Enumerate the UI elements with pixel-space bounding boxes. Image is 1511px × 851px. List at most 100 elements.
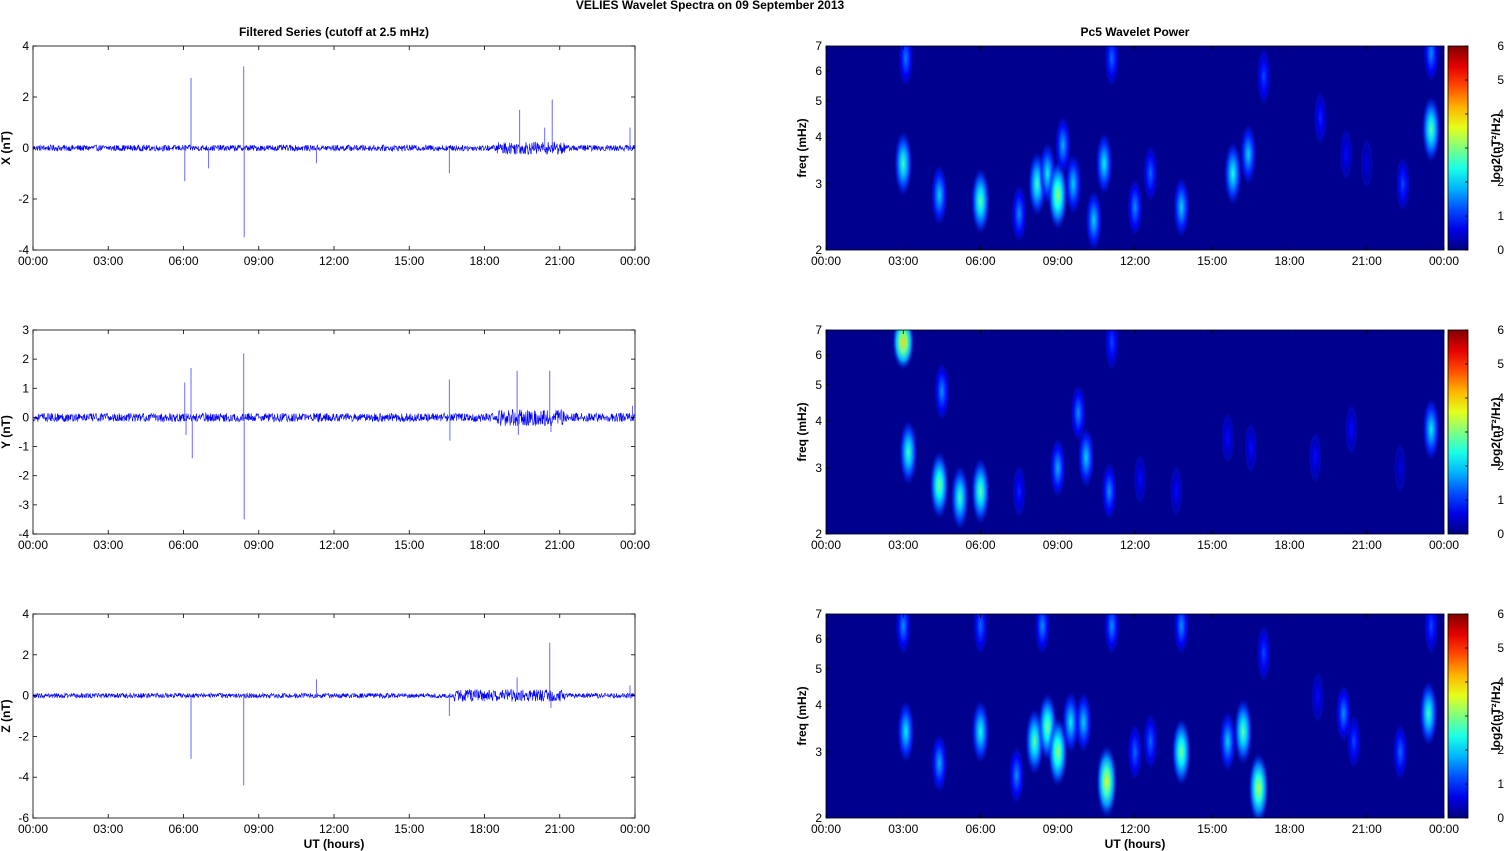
x-tick-label: 00:00 bbox=[811, 538, 841, 552]
line-panel-4: -6 -4 -2 0 2 4 00:00 03:00 06:00 09:00 12:00 15:00 1… bbox=[0, 607, 650, 851]
x-tick-label: 18:00 bbox=[1274, 538, 1304, 552]
y-tick-label: 2 bbox=[22, 352, 29, 366]
x-tick-label: 21:00 bbox=[1352, 822, 1382, 836]
y-tick-label: 4 bbox=[815, 698, 822, 712]
x-tick-label: 00:00 bbox=[1429, 538, 1459, 552]
y-tick-label: 3 bbox=[22, 323, 29, 337]
power-blob bbox=[1012, 465, 1026, 518]
power-blob bbox=[1424, 614, 1438, 655]
power-blobs bbox=[894, 46, 1441, 250]
y-tick-label: -2 bbox=[18, 729, 29, 743]
power-blob bbox=[1133, 454, 1147, 505]
colorbar-tick-label: 3 bbox=[1497, 141, 1504, 155]
x-tick-label: 12:00 bbox=[1120, 254, 1150, 268]
power-blob bbox=[1396, 157, 1410, 211]
y-tick-label: 4 bbox=[22, 39, 29, 53]
y-tick-label: 2 bbox=[22, 90, 29, 104]
x-tick-label: 00:00 bbox=[620, 254, 650, 268]
colorbar-tick-label: 5 bbox=[1497, 73, 1504, 87]
x-tick-label: 21:00 bbox=[1352, 538, 1382, 552]
x-tick-label: 15:00 bbox=[394, 254, 424, 268]
y-axis-label: Z (nT) bbox=[0, 699, 13, 732]
x-tick-label: 06:00 bbox=[168, 254, 198, 268]
x-tick-label: 09:00 bbox=[1043, 538, 1073, 552]
plot-area bbox=[826, 614, 1444, 818]
colorbar-tick-label: 4 bbox=[1497, 107, 1504, 121]
power-blob bbox=[1336, 685, 1351, 742]
x-tick-label: 12:00 bbox=[319, 822, 349, 836]
power-blob bbox=[1423, 46, 1439, 82]
x-tick-label: 15:00 bbox=[394, 822, 424, 836]
colorbar-label: log2(nT²/Hz) bbox=[1489, 113, 1503, 182]
power-blob bbox=[1065, 153, 1082, 214]
x-tick-label: 00:00 bbox=[1429, 254, 1459, 268]
x-tick-label: 21:00 bbox=[545, 254, 575, 268]
power-blob bbox=[1244, 422, 1258, 473]
colorbar-tick-label: 6 bbox=[1497, 323, 1504, 337]
y-tick-label: 6 bbox=[815, 632, 822, 646]
colorbar-tick-label: 0 bbox=[1497, 527, 1504, 541]
power-blob bbox=[1345, 404, 1358, 455]
line-panel-2: -4 -3 -2 -1 0 1 2 3 00:00 03:00 06:00 09:00 12:00 15:… bbox=[0, 323, 650, 552]
y-tick-label: 0 bbox=[22, 410, 29, 424]
power-blob bbox=[1105, 330, 1119, 371]
colorbar-tick-label: 2 bbox=[1497, 459, 1504, 473]
y-tick-label: 5 bbox=[815, 378, 822, 392]
power-blob bbox=[1047, 160, 1068, 231]
power-blob bbox=[971, 699, 990, 764]
power-blob bbox=[1248, 752, 1269, 818]
panel-title: Filtered Series (cutoff at 2.5 mHz) bbox=[239, 25, 429, 39]
power-blob bbox=[1171, 717, 1191, 786]
x-tick-label: 00:00 bbox=[18, 538, 48, 552]
power-blob bbox=[1143, 145, 1158, 202]
series-trace bbox=[32, 688, 636, 702]
x-tick-label: 06:00 bbox=[965, 822, 995, 836]
power-blob bbox=[898, 46, 914, 87]
power-blob bbox=[1009, 746, 1024, 804]
y-tick-label: 4 bbox=[815, 130, 822, 144]
x-tick-label: 06:00 bbox=[965, 254, 995, 268]
power-blob bbox=[1224, 141, 1242, 206]
x-tick-label: 06:00 bbox=[965, 538, 995, 552]
power-blob bbox=[1104, 46, 1119, 87]
power-blob bbox=[1360, 139, 1373, 188]
power-blobs bbox=[892, 330, 1440, 531]
colorbar-label: log2(nT²/Hz) bbox=[1489, 681, 1503, 750]
power-blob bbox=[1221, 413, 1234, 464]
power-blob bbox=[1034, 614, 1050, 655]
heatmap-panel-3: 2 3 4 5 6 7 00:00 03:00 06:00 09:00 12:00 15:00 18:0… bbox=[795, 323, 1504, 552]
x-tick-label: 12:00 bbox=[319, 538, 349, 552]
line-panel-0: -4 -2 0 2 4 00:00 03:00 06:00 09:00 12:00 15:00 18:… bbox=[0, 25, 650, 268]
x-tick-label: 12:00 bbox=[319, 254, 349, 268]
power-blob bbox=[1062, 691, 1079, 754]
colorbar-tick-label: 6 bbox=[1497, 607, 1504, 621]
colorbar-tick-label: 0 bbox=[1497, 243, 1504, 257]
y-axis-label: X (nT) bbox=[0, 131, 13, 165]
x-tick-label: 09:00 bbox=[244, 822, 274, 836]
y-tick-label: 7 bbox=[815, 39, 822, 53]
y-tick-label: 2 bbox=[815, 527, 822, 541]
x-tick-label: 06:00 bbox=[168, 538, 198, 552]
plot-area bbox=[826, 330, 1444, 534]
x-tick-label: 09:00 bbox=[1043, 254, 1073, 268]
power-blob bbox=[1101, 462, 1117, 520]
x-axis-label: UT (hours) bbox=[1105, 837, 1166, 851]
x-tick-label: 18:00 bbox=[1274, 254, 1304, 268]
y-tick-label: 3 bbox=[815, 461, 822, 475]
y-tick-label: 3 bbox=[815, 177, 822, 191]
y-tick-label: 5 bbox=[815, 94, 822, 108]
x-tick-label: 09:00 bbox=[244, 538, 274, 552]
power-blob bbox=[1055, 116, 1071, 175]
y-tick-label: 3 bbox=[815, 745, 822, 759]
y-tick-label: 4 bbox=[22, 607, 29, 621]
power-blob bbox=[1170, 466, 1183, 517]
x-tick-label: 18:00 bbox=[469, 538, 499, 552]
y-tick-label: -2 bbox=[18, 192, 29, 206]
power-blobs bbox=[895, 614, 1438, 818]
power-blob bbox=[892, 330, 915, 371]
y-tick-label: -6 bbox=[18, 811, 29, 825]
power-blob bbox=[931, 734, 947, 793]
x-tick-label: 09:00 bbox=[1043, 822, 1073, 836]
x-tick-label: 15:00 bbox=[1197, 538, 1227, 552]
